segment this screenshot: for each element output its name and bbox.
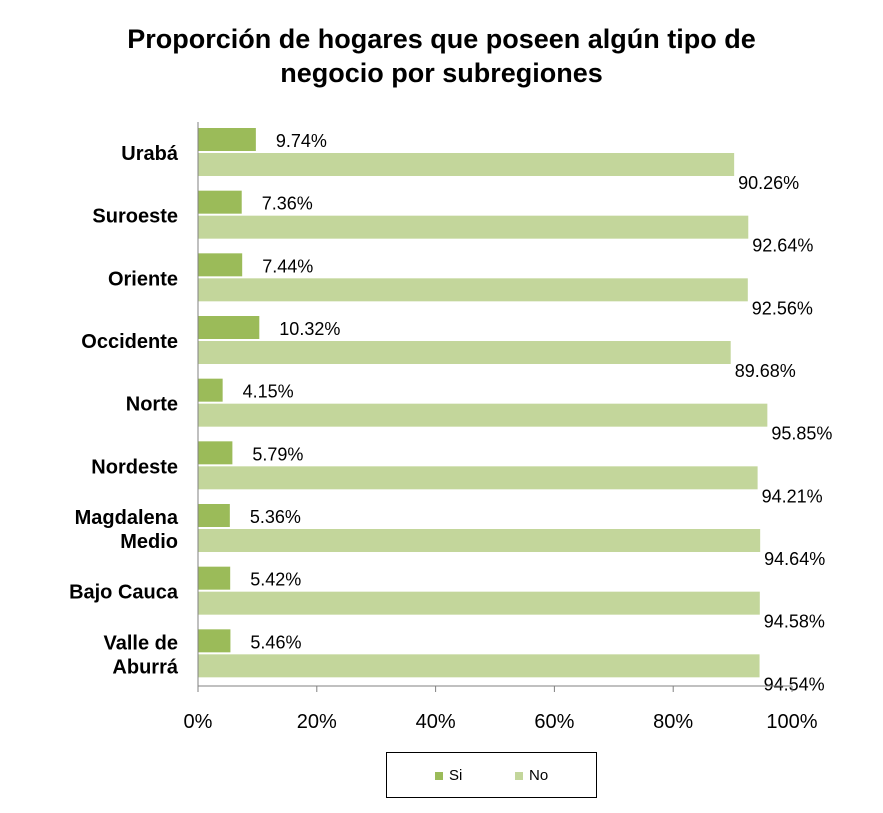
category-label: Valle de Aburrá	[104, 632, 179, 678]
data-label-no: 95.85%	[771, 424, 832, 444]
legend-item-no: No	[515, 767, 548, 784]
category-label-line: Oriente	[108, 268, 178, 290]
bar-no	[198, 403, 768, 427]
category-label-line: Urabá	[121, 143, 179, 165]
x-tick-label: 80%	[653, 711, 693, 733]
data-label-no: 92.56%	[752, 298, 813, 318]
legend: Si No	[386, 752, 597, 798]
category-label: Oriente	[108, 268, 178, 290]
bar-no	[198, 278, 748, 302]
x-tick-label: 60%	[534, 711, 574, 733]
category-label-line: Occidente	[81, 331, 178, 353]
category-label: Occidente	[81, 331, 178, 353]
legend-label-no: No	[529, 767, 549, 784]
data-label-no: 94.21%	[762, 486, 823, 506]
data-label-si: 9.74%	[276, 131, 327, 151]
bar-si	[198, 253, 243, 277]
category-label: Suroeste	[92, 206, 178, 228]
bar-no	[198, 591, 760, 615]
category-label-line: Medio	[120, 531, 178, 553]
x-tick-label: 0%	[184, 711, 213, 733]
legend-label-si: Si	[449, 767, 463, 784]
bar-no	[198, 654, 760, 678]
data-label-si: 7.44%	[262, 256, 313, 276]
data-label-si: 5.79%	[252, 444, 303, 464]
bar-si	[198, 504, 230, 527]
chart-title-line-2: negocio por subregiones	[280, 58, 603, 88]
data-label-si: 10.32%	[279, 319, 340, 339]
labels-layer: Urabá 9.74% 90.26% Suroeste 7.36% 92.64% Orien…	[69, 131, 832, 694]
category-label: Urabá	[121, 143, 179, 165]
bar-si	[198, 629, 231, 653]
bar-no	[198, 529, 761, 552]
chart-title: Proporción de hogares que poseen algún t…	[0, 22, 883, 90]
data-label-si: 5.42%	[250, 570, 301, 590]
category-label: Magdalena Medio	[75, 507, 179, 553]
bar-si	[198, 441, 233, 465]
data-label-si: 7.36%	[262, 194, 313, 214]
x-tick-label: 40%	[416, 711, 456, 733]
bar-si	[198, 190, 242, 214]
data-label-no: 89.68%	[735, 361, 796, 381]
bar-si	[198, 316, 260, 339]
data-label-no: 90.26%	[738, 173, 799, 193]
category-label-line: Valle de	[104, 632, 179, 654]
category-label-line: Bajo Cauca	[69, 582, 179, 604]
category-label: Bajo Cauca	[69, 582, 179, 604]
data-label-si: 5.46%	[250, 632, 301, 652]
category-label-line: Norte	[126, 394, 178, 416]
data-label-no: 94.54%	[764, 674, 825, 694]
bar-si	[198, 128, 256, 151]
legend-swatch-si	[435, 771, 443, 780]
data-label-no: 92.64%	[752, 236, 813, 256]
category-label-line: Nordeste	[91, 456, 178, 478]
x-tick-label: 100%	[766, 711, 817, 733]
x-axis: 0% 20% 40% 60% 80% 100%	[184, 122, 818, 733]
bar-si	[198, 378, 223, 402]
x-tick-label: 20%	[297, 711, 337, 733]
category-label-line: Suroeste	[92, 206, 178, 228]
data-label-si: 5.36%	[250, 507, 301, 527]
bar-no	[198, 153, 735, 176]
data-label-si: 4.15%	[243, 382, 294, 402]
category-label-line: Magdalena	[75, 507, 179, 529]
category-label: Nordeste	[91, 456, 178, 478]
data-label-no: 94.58%	[764, 612, 825, 632]
data-label-no: 94.64%	[764, 549, 825, 569]
legend-swatch-no	[515, 771, 523, 780]
category-label-line: Aburrá	[112, 656, 178, 678]
bar-no	[198, 466, 758, 490]
chart-title-line-1: Proporción de hogares que poseen algún t…	[127, 24, 756, 54]
bar-si	[198, 566, 231, 590]
bar-no	[198, 341, 731, 364]
category-label: Norte	[126, 394, 178, 416]
bars-layer	[198, 128, 768, 678]
bar-no	[198, 215, 749, 239]
legend-item-si: Si	[435, 767, 462, 784]
